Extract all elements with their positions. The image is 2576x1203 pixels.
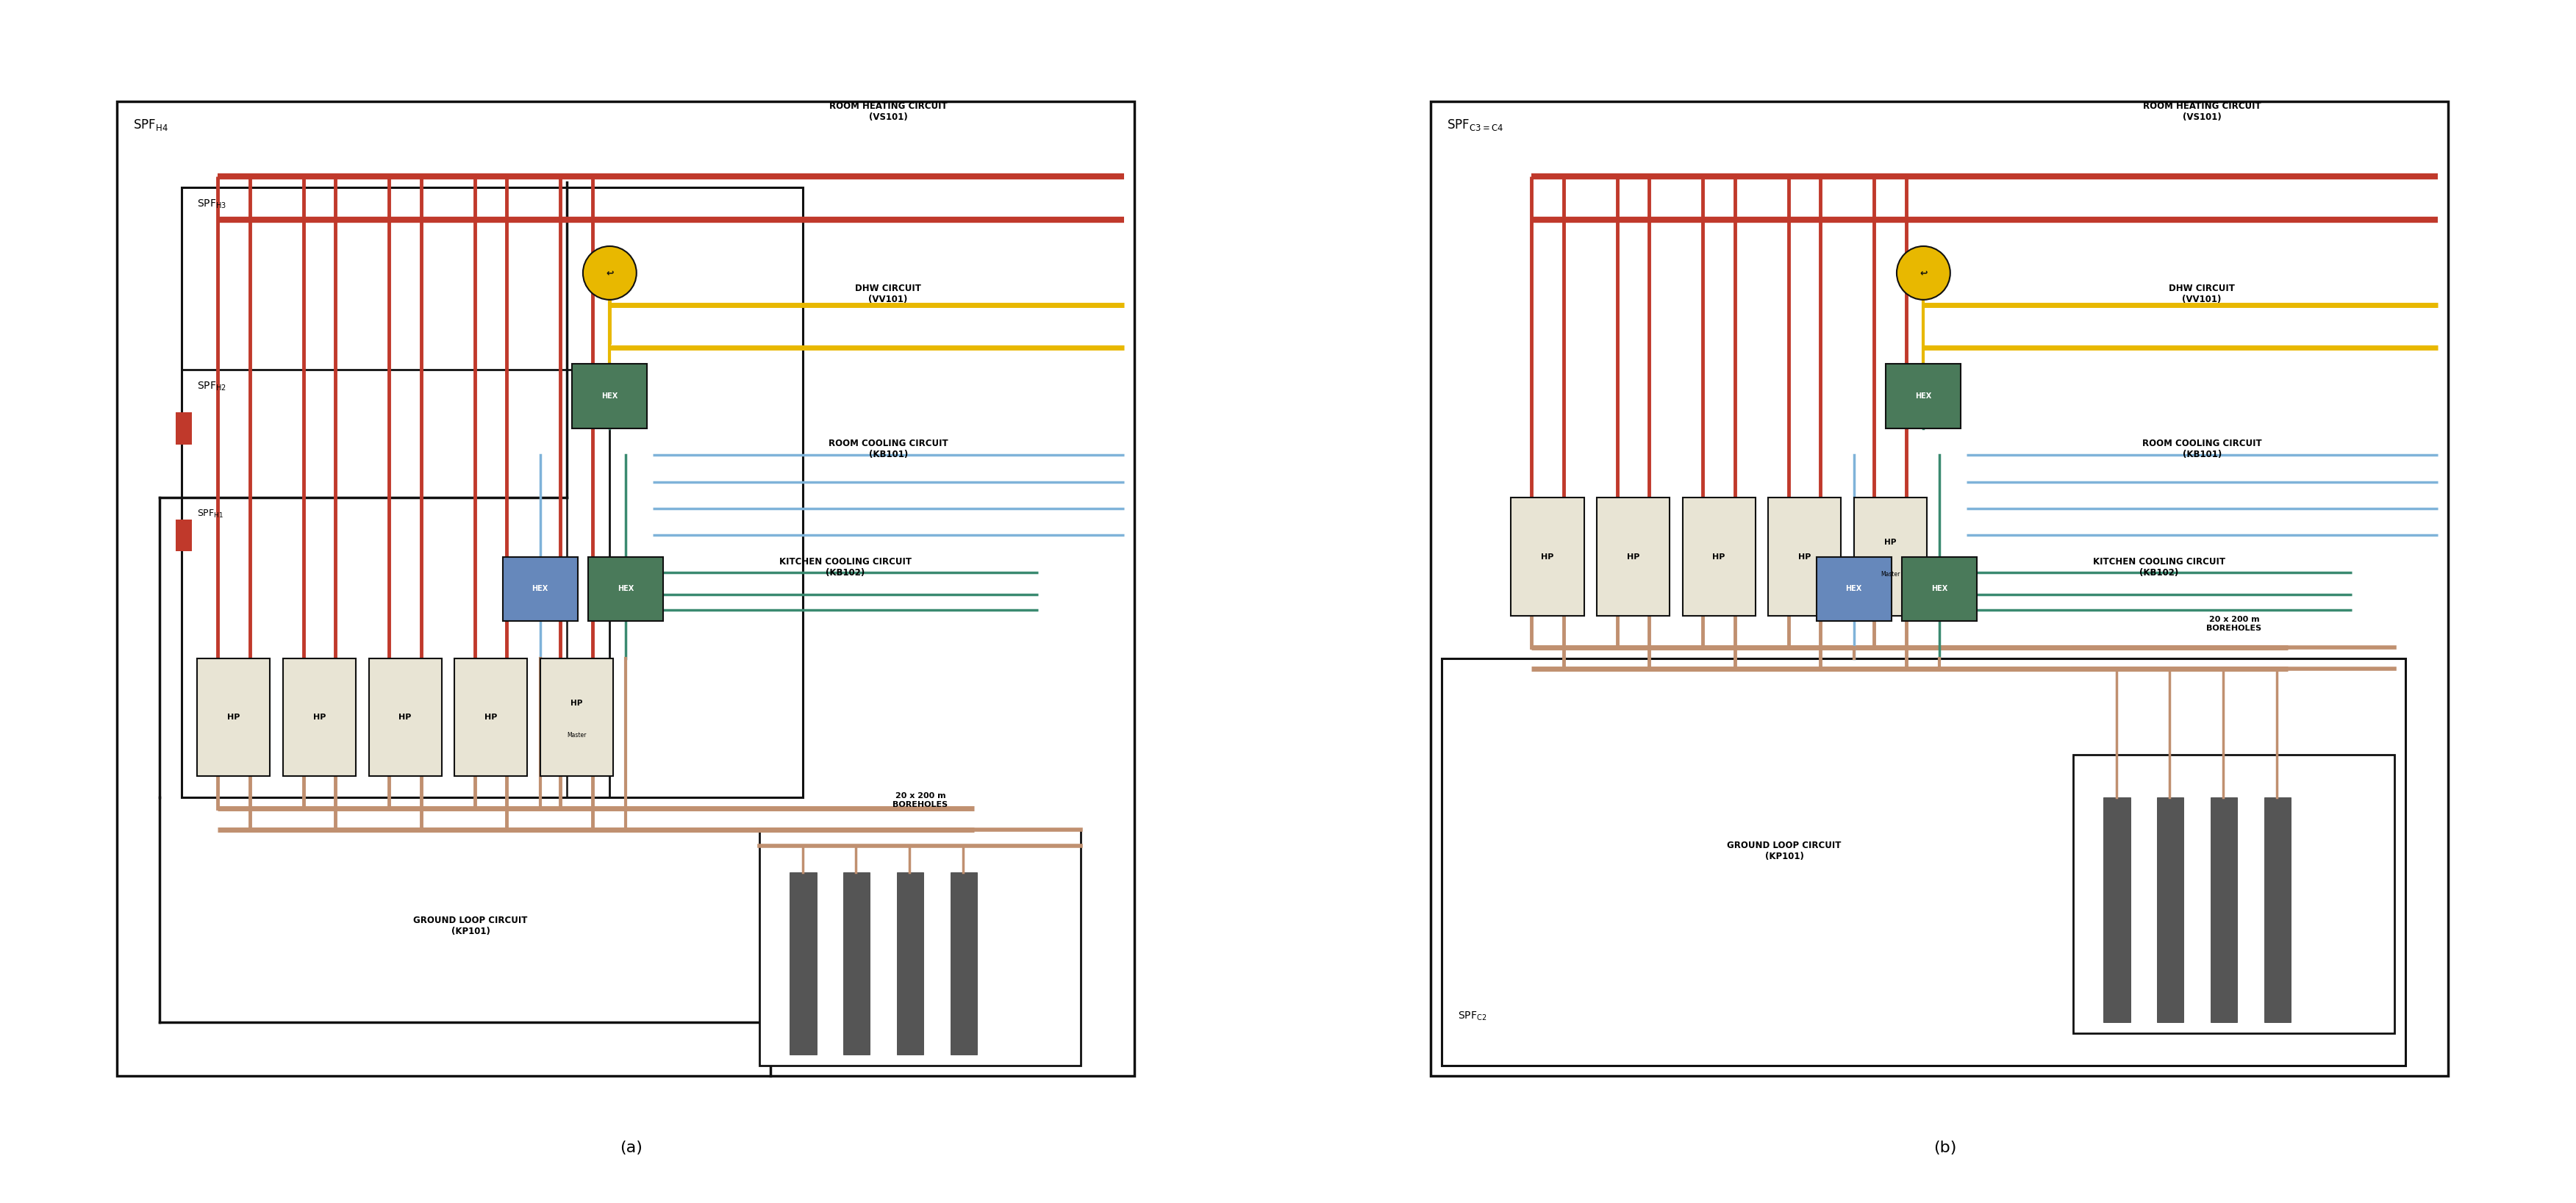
Text: HEX: HEX <box>1844 585 1862 593</box>
Bar <box>502 557 577 621</box>
Bar <box>2210 798 2239 1023</box>
Text: $\mathrm{SPF_{H1}}$: $\mathrm{SPF_{H1}}$ <box>198 509 224 520</box>
Bar <box>541 658 613 776</box>
Text: $\mathrm{SPF_{C2}}$: $\mathrm{SPF_{C2}}$ <box>1458 1011 1486 1023</box>
Text: HP: HP <box>1628 553 1638 561</box>
Bar <box>180 188 804 798</box>
Bar <box>1855 498 1927 616</box>
Bar <box>2264 798 2290 1023</box>
Bar <box>175 413 193 444</box>
Text: $\mathrm{SPF_{H2}}$: $\mathrm{SPF_{H2}}$ <box>198 380 227 392</box>
Text: 20 x 200 m
BOREHOLES: 20 x 200 m BOREHOLES <box>894 793 948 808</box>
Bar <box>180 369 611 798</box>
Bar <box>180 498 567 798</box>
Bar <box>1682 498 1754 616</box>
Bar <box>1767 498 1842 616</box>
Text: KITCHEN COOLING CIRCUIT
(KB102): KITCHEN COOLING CIRCUIT (KB102) <box>2092 557 2226 577</box>
Text: HEX: HEX <box>1917 392 1932 399</box>
Text: HEX: HEX <box>531 585 549 593</box>
Text: (a): (a) <box>621 1140 641 1155</box>
Text: HEX: HEX <box>1932 585 1947 593</box>
Bar <box>1443 658 2406 1066</box>
Text: $\mathrm{SPF_{H3}}$: $\mathrm{SPF_{H3}}$ <box>198 198 227 211</box>
Bar <box>198 658 270 776</box>
Text: (b): (b) <box>1935 1140 1955 1155</box>
Bar <box>283 658 355 776</box>
Bar <box>453 658 528 776</box>
Text: $\mathrm{SPF_{H4}}$: $\mathrm{SPF_{H4}}$ <box>134 118 167 132</box>
Text: HP: HP <box>484 713 497 721</box>
Bar <box>2105 798 2130 1023</box>
Bar <box>791 872 817 1055</box>
Text: GROUND LOOP CIRCUIT
(KP101): GROUND LOOP CIRCUIT (KP101) <box>412 915 528 936</box>
Text: DHW CIRCUIT
(VV101): DHW CIRCUIT (VV101) <box>2169 284 2236 304</box>
Text: GROUND LOOP CIRCUIT
(KP101): GROUND LOOP CIRCUIT (KP101) <box>1726 841 1842 861</box>
Text: Master: Master <box>567 731 587 739</box>
Bar <box>587 557 662 621</box>
Bar <box>842 872 871 1055</box>
Text: ROOM COOLING CIRCUIT
(KB101): ROOM COOLING CIRCUIT (KB101) <box>829 439 948 460</box>
Bar <box>951 872 976 1055</box>
Text: HP: HP <box>1883 539 1896 546</box>
Bar <box>175 520 193 551</box>
Text: $\mathbf{\hookleftarrow}$: $\mathbf{\hookleftarrow}$ <box>1919 268 1929 278</box>
Text: ROOM HEATING CIRCUIT
(VS101): ROOM HEATING CIRCUIT (VS101) <box>829 102 948 123</box>
Circle shape <box>582 247 636 300</box>
Text: HP: HP <box>1798 553 1811 561</box>
Text: ROOM HEATING CIRCUIT
(VS101): ROOM HEATING CIRCUIT (VS101) <box>2143 102 2262 123</box>
Bar <box>760 830 1082 1066</box>
Text: DHW CIRCUIT
(VV101): DHW CIRCUIT (VV101) <box>855 284 922 304</box>
Text: ROOM COOLING CIRCUIT
(KB101): ROOM COOLING CIRCUIT (KB101) <box>2143 439 2262 460</box>
Bar <box>368 658 440 776</box>
Bar <box>1901 557 1976 621</box>
Text: HP: HP <box>399 713 412 721</box>
Text: HEX: HEX <box>618 585 634 593</box>
Text: $\mathbf{\hookleftarrow}$: $\mathbf{\hookleftarrow}$ <box>605 268 616 278</box>
Bar <box>1816 557 1891 621</box>
Bar <box>1886 365 1960 428</box>
Text: HP: HP <box>314 713 325 721</box>
Bar <box>1597 498 1669 616</box>
Bar <box>1512 498 1584 616</box>
Bar <box>2074 754 2396 1033</box>
Bar <box>2156 798 2184 1023</box>
Circle shape <box>1896 247 1950 300</box>
Text: $\mathrm{SPF_{C3=C4}}$: $\mathrm{SPF_{C3=C4}}$ <box>1448 118 1504 132</box>
Text: HP: HP <box>1540 553 1553 561</box>
Text: Master: Master <box>1880 571 1901 577</box>
Text: HP: HP <box>569 699 582 707</box>
Text: HEX: HEX <box>603 392 618 399</box>
Bar <box>572 365 647 428</box>
Text: 20 x 200 m
BOREHOLES: 20 x 200 m BOREHOLES <box>2208 616 2262 632</box>
Text: KITCHEN COOLING CIRCUIT
(KB102): KITCHEN COOLING CIRCUIT (KB102) <box>778 557 912 577</box>
Text: HP: HP <box>1713 553 1726 561</box>
Bar <box>896 872 925 1055</box>
Text: HP: HP <box>227 713 240 721</box>
